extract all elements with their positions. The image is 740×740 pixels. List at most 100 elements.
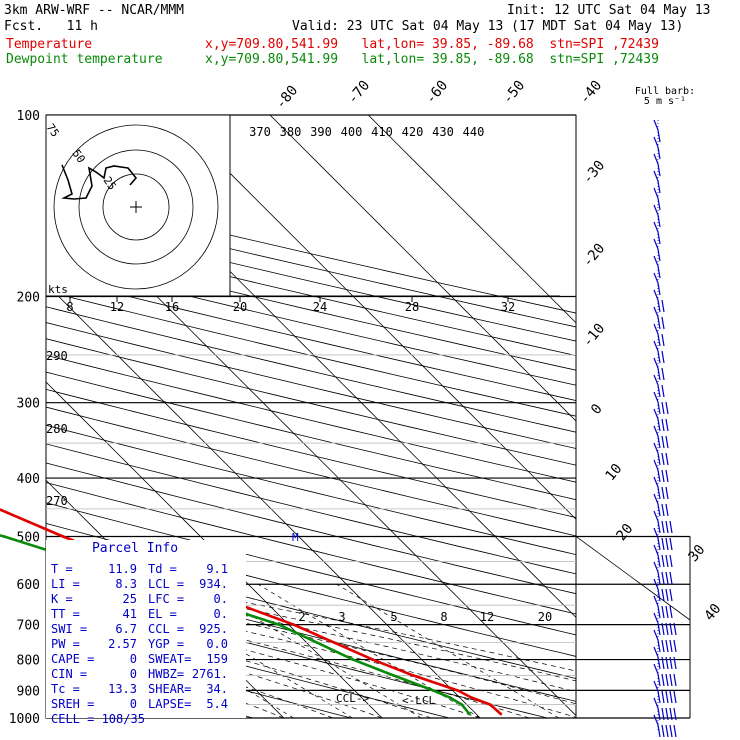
wind-barb-flag xyxy=(657,367,661,381)
dewpoint-point xyxy=(431,689,435,692)
wind-barb-flag xyxy=(669,622,673,636)
wind-barb-flag xyxy=(665,554,669,568)
parcel-label: SWEAT= xyxy=(148,652,191,666)
mixing-ratio-label: 2 xyxy=(298,610,305,624)
parcel-label: LCL = xyxy=(148,577,184,591)
theta-e-label: 430 xyxy=(432,125,454,139)
wind-barb-flag xyxy=(669,639,673,653)
wind-barb-flag xyxy=(665,435,669,449)
wind-barb-staff xyxy=(653,170,659,182)
parcel-label: Td = xyxy=(148,562,177,576)
wind-barb-flag xyxy=(669,554,673,568)
wind-barb-staff xyxy=(653,238,659,250)
dewpoint-point xyxy=(2,535,6,538)
wind-barb-flag xyxy=(657,146,661,160)
moist-adiabat-line xyxy=(46,580,576,705)
mixing-ratio-label: 8 xyxy=(440,610,447,624)
wind-barb-flag xyxy=(657,333,661,347)
temperature-point xyxy=(456,689,459,692)
parcel-label: YGP = xyxy=(148,637,184,651)
parcel-value: 9.1 xyxy=(206,562,228,576)
wind-barb-flag xyxy=(673,673,677,687)
hodograph-ring-label: 25 xyxy=(101,174,119,192)
wind-barb-flag xyxy=(661,469,665,483)
wind-barb-flag xyxy=(669,605,673,619)
dewpoint-location: x,y=709.80,541.99 lat,lon= 39.85, -89.68… xyxy=(205,52,659,67)
wind-barb-staff xyxy=(653,272,659,284)
parcel-label: CIN = xyxy=(51,667,87,681)
parcel-label: TT = xyxy=(51,607,80,621)
wind-barb-flag xyxy=(657,690,661,704)
temperature-point xyxy=(292,623,295,626)
wind-barb-flag xyxy=(669,656,673,670)
wind-barb-flag xyxy=(665,690,669,704)
parcel-value: 13.3 xyxy=(108,682,137,696)
isotherm-label: -10 xyxy=(580,321,609,351)
forecast-hour: Fcst. 11 h xyxy=(4,19,98,34)
wind-barb-staff xyxy=(653,476,659,488)
speed-scale-tick-label: 28 xyxy=(405,300,419,314)
parcel-value: 8.3 xyxy=(115,577,137,591)
parcel-value: 934. xyxy=(199,577,228,591)
speed-scale-tick-label: 12 xyxy=(110,300,124,314)
wind-barb-flag xyxy=(657,469,661,483)
init-time: Init: 12 UTC Sat 04 May 13 xyxy=(507,3,711,18)
dewpoint-legend: Dewpoint temperature xyxy=(6,52,163,67)
wind-barb-flag xyxy=(657,350,661,364)
wind-barb-staff xyxy=(653,136,659,148)
parcel-value: 0 xyxy=(130,667,137,681)
wind-barb-flag xyxy=(657,724,661,738)
wind-barb-staff xyxy=(653,646,659,658)
wind-barb-flag xyxy=(673,639,677,653)
wind-barb-flag xyxy=(657,435,661,449)
pressure-label-1000: 1000 xyxy=(9,712,40,727)
wind-barb-flag xyxy=(657,639,661,653)
hodograph-ring xyxy=(53,124,219,290)
mixing-ratio-label: 5 xyxy=(390,610,397,624)
wind-barb-flag xyxy=(657,656,661,670)
wind-barb-flag xyxy=(673,622,677,636)
parcel-value: 159 xyxy=(206,652,228,666)
theta-e-label: 410 xyxy=(371,125,393,139)
parcel-label: CCL = xyxy=(148,622,184,636)
wind-barb-flag xyxy=(657,214,661,228)
hodograph-scale-label: kts xyxy=(48,283,68,296)
wind-barb-flag xyxy=(665,707,669,721)
full-barb-unit: 5 m s⁻¹ xyxy=(644,96,686,107)
parcel-label: LAPSE= xyxy=(148,697,191,711)
wind-barb-staff xyxy=(653,374,659,386)
wind-barb-staff xyxy=(653,578,659,590)
parcel-label: CELL = 108/35 xyxy=(51,712,145,726)
speed-scale-tick-label: 32 xyxy=(501,300,515,314)
wind-barb-staff xyxy=(653,510,659,522)
wind-barb-flag xyxy=(657,520,661,534)
temperature-point xyxy=(371,658,375,661)
theta-e-label: 440 xyxy=(463,125,485,139)
wind-barb-staff xyxy=(653,561,659,573)
wind-barb-flag xyxy=(661,452,665,466)
parcel-label: SHEAR= xyxy=(148,682,191,696)
mixing-ratio-label: 20 xyxy=(538,610,552,624)
wind-barb-flag xyxy=(657,401,661,415)
temperature-line xyxy=(0,508,502,715)
wind-barb-flag xyxy=(661,520,665,534)
dewpoint-point xyxy=(468,712,471,716)
hodograph-trace xyxy=(61,164,138,200)
wind-barb-flag xyxy=(657,299,661,313)
dewpoint-point xyxy=(392,674,395,677)
theta-e-label: 390 xyxy=(310,125,332,139)
wind-barb-flag xyxy=(661,639,665,653)
wind-barb-flag xyxy=(661,418,665,432)
parcel-label: HWBZ= xyxy=(148,667,184,681)
wind-barb-flag xyxy=(661,316,665,330)
temperature-point xyxy=(488,703,492,706)
full-barb-note: Full barb: xyxy=(635,86,695,97)
dewpoint-point xyxy=(460,703,464,706)
wind-barb-flag xyxy=(665,639,669,653)
model-title: 3km ARW-WRF -- NCAR/MMM xyxy=(4,3,185,18)
wind-barb-staff xyxy=(653,204,659,216)
hodograph-ring-label: 50 xyxy=(70,147,88,165)
wind-barb-staff xyxy=(653,340,659,352)
mixing-ratio-label: 12 xyxy=(480,610,494,624)
